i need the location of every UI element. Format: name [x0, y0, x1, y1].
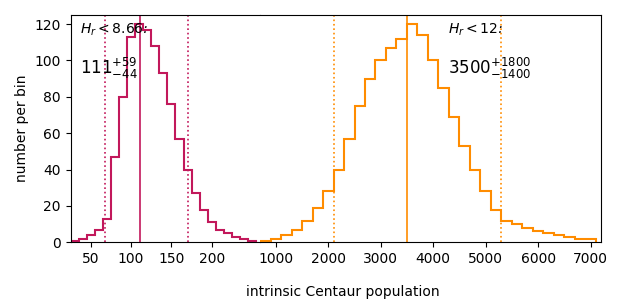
- Y-axis label: number per bin: number per bin: [15, 75, 29, 182]
- Text: $3500^{+1800}_{-1400}$: $3500^{+1800}_{-1400}$: [447, 56, 530, 81]
- Text: intrinsic Centaur population: intrinsic Centaur population: [246, 285, 440, 299]
- Text: $111^{+59}_{-44}$: $111^{+59}_{-44}$: [80, 56, 138, 81]
- Text: $H_r < 12$:: $H_r < 12$:: [447, 22, 503, 38]
- Text: $H_r < 8.66$:: $H_r < 8.66$:: [80, 22, 149, 38]
